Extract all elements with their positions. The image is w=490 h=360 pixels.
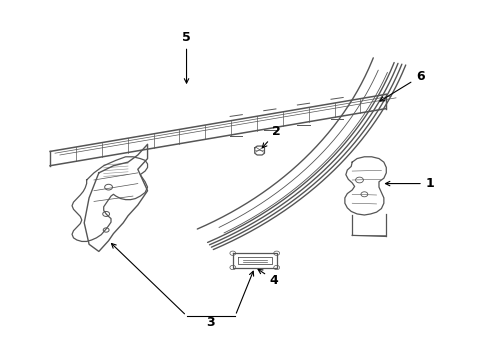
Text: 5: 5 — [182, 31, 191, 83]
Text: 4: 4 — [258, 269, 279, 287]
Text: 3: 3 — [207, 316, 215, 329]
Text: 2: 2 — [262, 125, 281, 148]
Text: 1: 1 — [386, 177, 435, 190]
Text: 6: 6 — [380, 70, 425, 101]
